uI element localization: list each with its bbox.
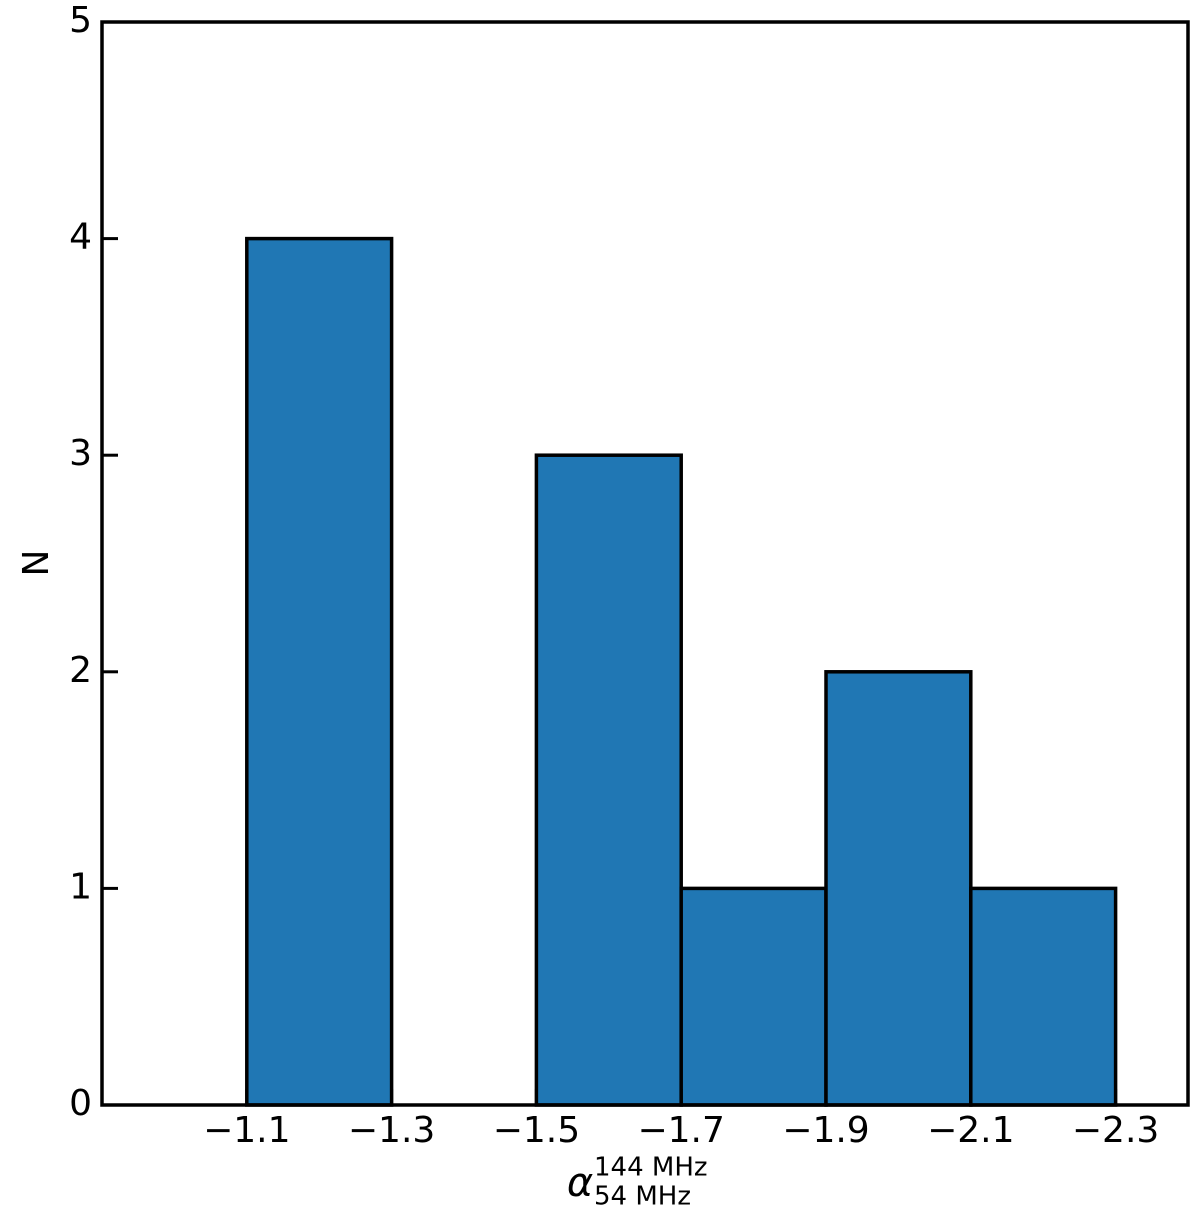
- y-tick-label: 0: [69, 1083, 92, 1124]
- x-tick-label: −1.1: [203, 1110, 290, 1151]
- x-tick-label: −2.3: [1072, 1110, 1159, 1151]
- x-tick-label: −1.5: [493, 1110, 580, 1151]
- plot-frame: [100, 20, 1190, 1107]
- x-axis-label-sup: 144 MHz: [594, 1153, 708, 1183]
- bar: [245, 236, 394, 1107]
- bar: [534, 453, 683, 1107]
- y-tick-label: 3: [69, 433, 92, 474]
- x-axis-label-sub: 54 MHz: [594, 1182, 691, 1212]
- bar: [679, 886, 828, 1107]
- x-tick-label: −1.7: [637, 1110, 724, 1151]
- y-tick-label: 4: [69, 217, 92, 258]
- x-tick-label: −2.1: [927, 1110, 1014, 1151]
- y-tick-label: 5: [69, 0, 92, 41]
- x-axis-label-symbol: α: [567, 1160, 593, 1206]
- y-tick-label: 1: [69, 866, 92, 907]
- bar: [824, 670, 973, 1107]
- y-axis-label: N: [16, 550, 57, 577]
- x-tick-label: −1.9: [782, 1110, 869, 1151]
- y-tick-label: 2: [69, 650, 92, 691]
- x-tick-label: −1.3: [348, 1110, 435, 1151]
- bar: [969, 886, 1118, 1107]
